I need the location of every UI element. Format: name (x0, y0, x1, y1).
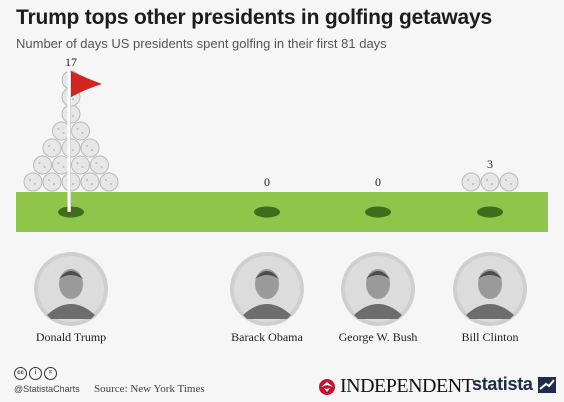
president-name-label: Bill Clinton (461, 330, 518, 344)
ball-dimple (510, 183, 512, 185)
value-label: 0 (264, 175, 270, 189)
golf-ball (461, 172, 481, 192)
golf-ball (99, 172, 119, 192)
golf-ball (23, 172, 43, 192)
eagle-icon (319, 378, 335, 395)
statista-mark-icon (537, 376, 556, 393)
ball-dimple (72, 98, 74, 100)
portrait-hair (59, 271, 83, 279)
portrait-head (478, 269, 502, 299)
ball-dimple (72, 183, 74, 185)
ball-dimple (505, 179, 507, 181)
golf-hole (365, 206, 391, 218)
golf-ball (42, 138, 62, 158)
ball-dimple (76, 128, 79, 130)
president-name-label: Donald Trump (36, 330, 106, 344)
portrait-shoulders (243, 304, 291, 319)
ball-dimple (472, 183, 474, 185)
ball-dimple (100, 166, 103, 168)
ball-dimple (86, 179, 88, 181)
portrait-head (255, 269, 279, 299)
golf-ball (80, 172, 100, 192)
ball-dimple (81, 132, 84, 134)
statista-handle: @StatistaCharts (14, 384, 80, 394)
cc-icon: cc (14, 367, 27, 380)
golf-ball (90, 155, 109, 175)
golf-ball (42, 172, 62, 192)
portrait-shoulders (47, 304, 95, 319)
president-name-label: George W. Bush (339, 330, 418, 344)
portrait-head (59, 269, 83, 299)
creative-commons-icons: cc i = (14, 367, 57, 380)
grass-band (16, 192, 548, 232)
portrait-hair (478, 271, 502, 279)
ball-dimple (43, 166, 46, 168)
ball-dimple (95, 162, 98, 164)
ball-dimple (29, 179, 31, 181)
statista-logo: statista (472, 374, 556, 395)
portrait-hair (255, 271, 279, 279)
flag-icon (71, 71, 102, 97)
ball-dimple (72, 115, 74, 117)
ball-dimple (91, 149, 93, 151)
ball-dimple (72, 149, 74, 151)
attribution-icon: i (29, 367, 42, 380)
ball-dimple (486, 179, 488, 181)
golf-ball (480, 172, 500, 192)
ball-dimple (105, 179, 107, 181)
chart-title: Trump tops other presidents in golfing g… (16, 6, 492, 29)
source-note: Source: New York Times (94, 383, 205, 395)
ball-dimple (467, 179, 469, 181)
portrait-head (366, 269, 390, 299)
ball-dimple (57, 162, 60, 164)
golf-ball (71, 121, 90, 141)
independent-logo: INDEPENDENT (318, 375, 474, 398)
value-label: 3 (487, 157, 493, 171)
ball-dimple (110, 183, 112, 185)
ball-dimple (38, 162, 41, 164)
ball-dimple (91, 183, 93, 185)
ball-dimple (53, 183, 55, 185)
ball-dimple (48, 145, 50, 147)
ball-dimple (86, 145, 88, 147)
ball-dimple (53, 149, 55, 151)
golf-ball (33, 155, 52, 175)
golf-ball (499, 172, 519, 192)
ball-dimple (34, 183, 36, 185)
ball-dimple (62, 132, 65, 134)
president-name-label: Barack Obama (231, 330, 303, 344)
golf-ball (71, 155, 90, 175)
ball-dimple (81, 166, 84, 168)
ball-dimple (62, 166, 65, 168)
portrait-shoulders (354, 304, 402, 319)
no-derivatives-icon: = (44, 367, 57, 380)
golf-hole (254, 206, 280, 218)
golf-hole (477, 206, 503, 218)
value-label: 0 (375, 175, 381, 189)
golf-ball (80, 138, 100, 158)
portrait-shoulders (466, 304, 514, 319)
statista-wordmark: statista (472, 374, 533, 394)
portrait-hair (366, 271, 390, 279)
value-label: 17 (65, 55, 77, 69)
ball-dimple (48, 179, 50, 181)
chart-subtitle: Number of days US presidents spent golfi… (16, 36, 387, 51)
ball-dimple (76, 162, 79, 164)
independent-wordmark: INDEPENDENT (340, 375, 474, 397)
ball-dimple (57, 128, 60, 130)
ball-dimple (491, 183, 493, 185)
